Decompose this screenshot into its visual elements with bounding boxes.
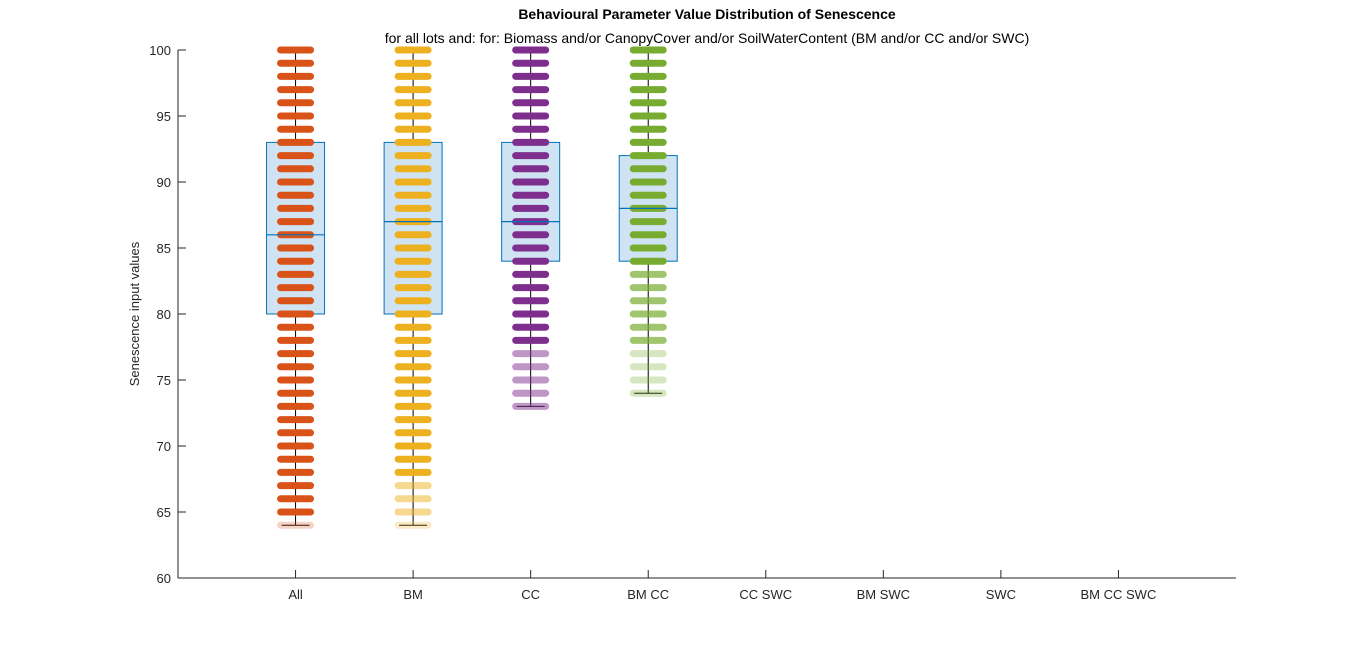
y-tick-label: 80 bbox=[157, 307, 171, 322]
x-tick-label: All bbox=[288, 587, 303, 602]
x-tick-label: BM SWC bbox=[857, 587, 910, 602]
boxes-layer bbox=[266, 46, 678, 529]
y-tick-label: 85 bbox=[157, 241, 171, 256]
y-axis: 60 65 70 75 80 85 90 95 100 bbox=[149, 43, 186, 586]
y-tick-label: 95 bbox=[157, 109, 171, 124]
y-axis-label: Senescence input values bbox=[127, 241, 142, 386]
y-tick-label: 65 bbox=[157, 505, 171, 520]
y-tick-label: 90 bbox=[157, 175, 171, 190]
box-body bbox=[501, 141, 561, 262]
x-tick-label: CC bbox=[521, 587, 540, 602]
chart-title: Behavioural Parameter Value Distribution… bbox=[518, 6, 896, 22]
y-tick-label: 75 bbox=[157, 373, 171, 388]
chart-subtitle: for all lots and: for: Biomass and/or Ca… bbox=[385, 30, 1030, 46]
x-tick-label: BM bbox=[403, 587, 423, 602]
box-bm-cc bbox=[618, 46, 678, 397]
box-all bbox=[266, 46, 326, 529]
x-tick-label: SWC bbox=[986, 587, 1016, 602]
x-axis: All BM CC BM CC CC SWC BM SWC SWC BM CC SWC bbox=[288, 570, 1156, 602]
y-tick-label: 70 bbox=[157, 439, 171, 454]
x-tick-label: BM CC SWC bbox=[1081, 587, 1157, 602]
x-tick-label: CC SWC bbox=[739, 587, 792, 602]
y-tick-label: 100 bbox=[149, 43, 171, 58]
box-cc bbox=[501, 46, 561, 410]
y-tick-label: 60 bbox=[157, 571, 171, 586]
box-bm bbox=[383, 46, 443, 529]
x-tick-label: BM CC bbox=[627, 587, 669, 602]
